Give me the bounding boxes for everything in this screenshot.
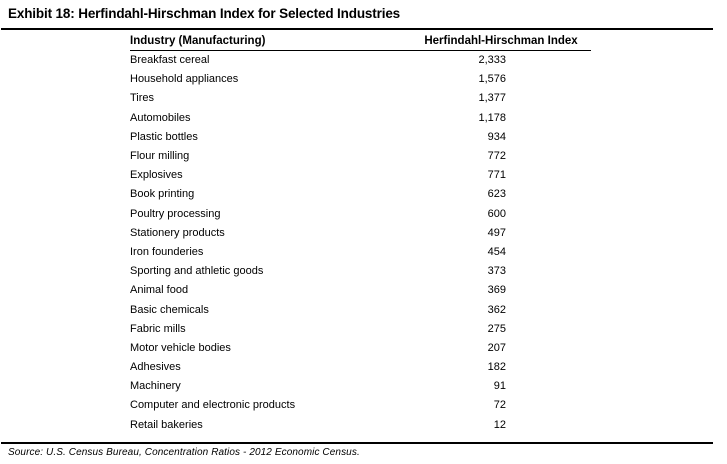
table-row: Motor vehicle bodies 207 <box>130 339 591 358</box>
table-row: Plastic bottles 934 <box>130 128 591 147</box>
index-value-cell: 600 <box>487 207 506 220</box>
index-value-cell: 1,178 <box>478 111 506 124</box>
industry-cell: Plastic bottles <box>130 130 198 143</box>
industry-cell: Poultry processing <box>130 207 221 220</box>
source-note: Source: U.S. Census Bureau, Concentratio… <box>8 447 360 458</box>
table-row: Adhesives 182 <box>130 358 591 377</box>
table-body: Breakfast cereal 2,333 Household appliance… <box>130 51 591 435</box>
table-row: Basic chemicals 362 <box>130 300 591 319</box>
index-value-cell: 2,333 <box>478 54 506 67</box>
industry-cell: Tires <box>130 92 155 105</box>
bottom-rule <box>1 442 713 444</box>
exhibit-title: Exhibit 18: Herfindahl-Hirschman Index f… <box>8 6 401 21</box>
table-row: Book printing 623 <box>130 185 591 204</box>
column-header-index: Herfindahl-Hirschman Index <box>424 35 578 47</box>
industry-cell: Computer and electronic products <box>130 399 296 412</box>
industry-cell: Iron founderies <box>130 245 204 258</box>
table-row: Flour milling 772 <box>130 147 591 166</box>
index-value-cell: 497 <box>487 226 506 239</box>
table-row: Stationery products 497 <box>130 224 591 243</box>
table-row: Explosives 771 <box>130 166 591 185</box>
index-value-cell: 72 <box>493 399 506 412</box>
industry-cell: Machinery <box>130 380 181 393</box>
industry-cell: Household appliances <box>130 73 239 86</box>
table-row: Poultry processing 600 <box>130 205 591 224</box>
industry-cell: Basic chemicals <box>130 303 209 316</box>
table-row: Tires 1,377 <box>130 89 591 108</box>
table-row: Household appliances 1,576 <box>130 70 591 89</box>
title-rule <box>1 28 713 30</box>
index-value-cell: 1,377 <box>478 92 506 105</box>
index-value-cell: 934 <box>487 130 506 143</box>
industry-cell: Retail bakeries <box>130 418 203 431</box>
industry-cell: Breakfast cereal <box>130 54 210 67</box>
industry-cell: Flour milling <box>130 150 190 163</box>
table-row: Computer and electronic products 72 <box>130 396 591 415</box>
industry-cell: Adhesives <box>130 361 181 374</box>
industry-cell: Motor vehicle bodies <box>130 341 231 354</box>
industry-cell: Fabric mills <box>130 322 186 335</box>
column-header-industry: Industry (Manufacturing) <box>130 35 266 47</box>
industry-cell: Book printing <box>130 188 195 201</box>
table-row: Breakfast cereal 2,333 <box>130 51 591 70</box>
industry-cell: Sporting and athletic goods <box>130 265 264 278</box>
industry-cell: Automobiles <box>130 111 191 124</box>
table-row: Iron founderies 454 <box>130 243 591 262</box>
index-value-cell: 373 <box>487 265 506 278</box>
index-value-cell: 369 <box>487 284 506 297</box>
index-value-cell: 91 <box>493 380 506 393</box>
table-row: Automobiles 1,178 <box>130 109 591 128</box>
industry-cell: Explosives <box>130 169 183 182</box>
table-header-row: Industry (Manufacturing) Herfindahl-Hirs… <box>130 35 591 51</box>
index-value-cell: 182 <box>487 361 506 374</box>
hhi-table: Industry (Manufacturing) Herfindahl-Hirs… <box>130 35 591 435</box>
index-value-cell: 623 <box>487 188 506 201</box>
index-value-cell: 454 <box>487 245 506 258</box>
index-value-cell: 771 <box>487 169 506 182</box>
index-value-cell: 772 <box>487 150 506 163</box>
index-value-cell: 362 <box>487 303 506 316</box>
industry-cell: Animal food <box>130 284 189 297</box>
index-value-cell: 1,576 <box>478 73 506 86</box>
table-row: Machinery 91 <box>130 377 591 396</box>
industry-cell: Stationery products <box>130 226 225 239</box>
table-row: Sporting and athletic goods 373 <box>130 262 591 281</box>
table-row: Animal food 369 <box>130 281 591 300</box>
index-value-cell: 275 <box>487 322 506 335</box>
table-row: Fabric mills 275 <box>130 320 591 339</box>
index-value-cell: 12 <box>493 418 506 431</box>
table-row: Retail bakeries 12 <box>130 416 591 435</box>
index-value-cell: 207 <box>487 341 506 354</box>
